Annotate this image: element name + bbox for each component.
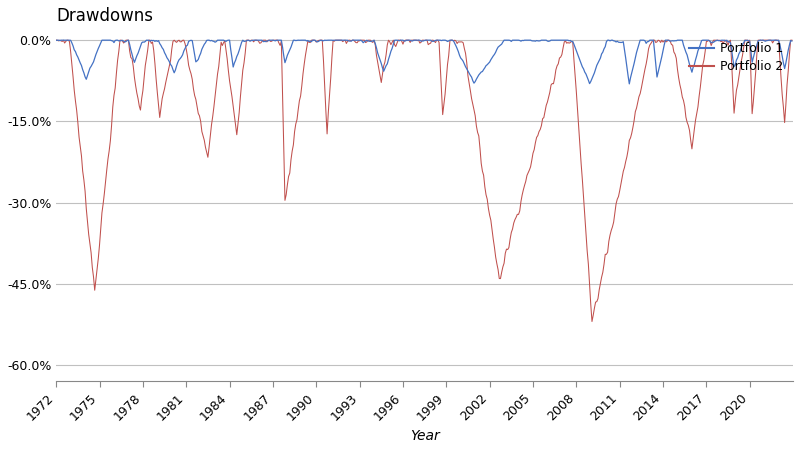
Line: Portfolio 2: Portfolio 2	[56, 40, 792, 321]
X-axis label: Year: Year	[410, 429, 439, 443]
Portfolio 1	[762, 38, 771, 43]
Portfolio 2	[734, 74, 744, 80]
Portfolio 1	[315, 38, 325, 43]
Portfolio 1	[51, 37, 61, 43]
Portfolio 1	[322, 37, 332, 43]
Portfolio 2	[787, 37, 797, 43]
Legend: Portfolio 1, Portfolio 2: Portfolio 1, Portfolio 2	[685, 38, 787, 77]
Text: Drawdowns: Drawdowns	[56, 7, 153, 25]
Portfolio 1	[782, 54, 792, 59]
Portfolio 1	[330, 37, 339, 43]
Portfolio 2	[51, 37, 61, 43]
Portfolio 2	[782, 82, 792, 87]
Line: Portfolio 1: Portfolio 1	[56, 40, 792, 84]
Portfolio 1	[734, 51, 744, 57]
Portfolio 1	[625, 81, 634, 86]
Portfolio 2	[330, 39, 339, 44]
Portfolio 1	[787, 38, 797, 44]
Portfolio 2	[315, 37, 325, 43]
Portfolio 2	[587, 319, 597, 324]
Portfolio 2	[322, 131, 332, 137]
Portfolio 2	[762, 37, 771, 43]
